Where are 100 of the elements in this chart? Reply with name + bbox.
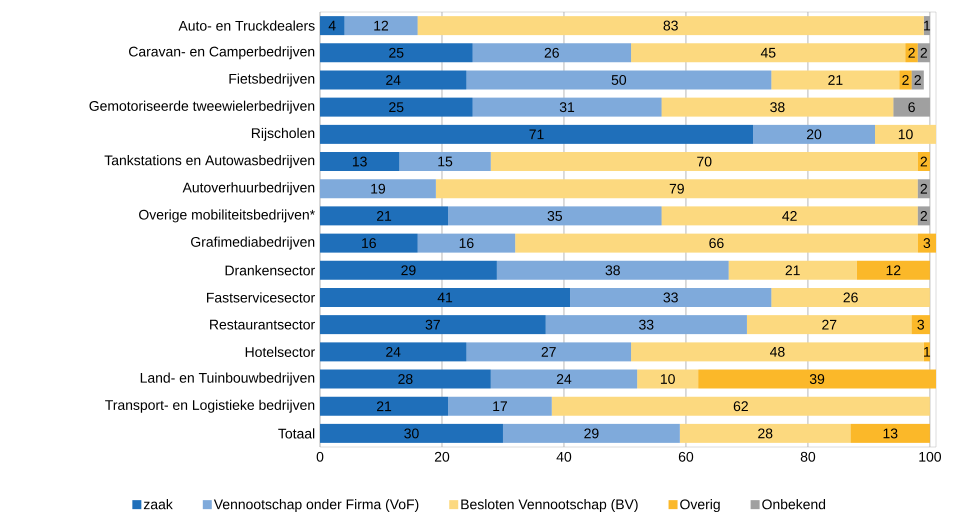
data-label: 27 xyxy=(822,320,836,330)
data-label: 21 xyxy=(828,75,842,85)
bar xyxy=(466,342,632,362)
data-label: 28 xyxy=(758,428,772,438)
data-label: 20 xyxy=(806,129,822,140)
data-label: 25 xyxy=(389,102,404,112)
data-label: 12 xyxy=(374,20,388,30)
data-label: 2 xyxy=(920,156,927,166)
bar xyxy=(320,424,503,443)
data-label: 39 xyxy=(810,374,824,384)
data-label: 4 xyxy=(328,20,336,30)
bar xyxy=(570,288,772,307)
bar xyxy=(515,234,918,253)
legend-label: Besloten Vennootschap (BV) xyxy=(461,499,638,512)
y-tick-label: Tankstations en Autowasbedrijven xyxy=(104,155,314,168)
data-label: 83 xyxy=(664,20,678,31)
data-label: 33 xyxy=(639,320,654,330)
bar xyxy=(466,70,772,90)
bar xyxy=(448,206,662,226)
data-label: 42 xyxy=(782,211,797,221)
legend-label: zaak xyxy=(144,499,173,510)
y-tick-label: Transport- en Logistieke bedrijven xyxy=(105,400,314,413)
data-label: 2 xyxy=(920,48,927,58)
data-label: 45 xyxy=(760,48,776,58)
x-tick-label: 20 xyxy=(434,452,450,462)
y-tick-label: Auto- en Truckdealers xyxy=(178,20,315,31)
y-tick-label: Fietsbedrijven xyxy=(229,73,314,86)
bar xyxy=(771,70,900,90)
y-tick-label: Hotelsector xyxy=(246,346,315,357)
y-tick-label: Land- en Tuinbouwbedrijven xyxy=(140,372,314,386)
bar xyxy=(418,234,516,253)
data-label: 66 xyxy=(709,238,724,248)
bar xyxy=(490,152,918,172)
data-label: 79 xyxy=(670,184,684,194)
bar xyxy=(753,124,876,144)
data-label: 50 xyxy=(612,75,626,85)
bar xyxy=(875,124,936,144)
data-label: 3 xyxy=(917,320,924,330)
data-label: 31 xyxy=(560,102,574,112)
data-label: 13 xyxy=(884,428,898,438)
data-label: 24 xyxy=(386,346,401,357)
data-label: 2 xyxy=(908,48,915,58)
y-tick-label: Drankensector xyxy=(226,265,315,276)
x-tick-label: 40 xyxy=(556,452,572,462)
data-label: 3 xyxy=(924,238,930,248)
bar xyxy=(320,124,754,144)
bar xyxy=(399,152,491,172)
y-tick-label: Caravan- en Camperbedrijven xyxy=(129,46,314,60)
bar xyxy=(856,260,930,280)
data-label: 2 xyxy=(914,75,921,85)
bar xyxy=(320,342,466,362)
data-label: 33 xyxy=(663,292,678,302)
bar xyxy=(680,424,851,443)
bar xyxy=(496,260,729,280)
bar xyxy=(771,288,930,307)
bar xyxy=(320,234,418,253)
data-label: 24 xyxy=(556,374,572,384)
data-label: 16 xyxy=(460,238,474,248)
data-label: 21 xyxy=(376,401,392,412)
x-tick-label: 60 xyxy=(678,452,694,462)
data-label: 10 xyxy=(660,374,675,384)
bar xyxy=(662,206,918,226)
data-label: 1 xyxy=(924,347,930,357)
data-label: 12 xyxy=(886,265,900,276)
bar xyxy=(912,315,930,334)
legend-label: Vennootschap onder Firma (VoF) xyxy=(214,499,418,512)
data-label: 13 xyxy=(352,156,367,166)
x-tick-label: 100 xyxy=(919,452,942,462)
bar xyxy=(918,152,930,172)
bar xyxy=(637,370,698,389)
data-label: 10 xyxy=(898,129,913,140)
bar xyxy=(448,396,552,416)
data-label: 48 xyxy=(770,346,785,357)
legend-label: Overig xyxy=(680,499,720,512)
bar xyxy=(320,288,570,307)
data-label: 21 xyxy=(376,211,392,221)
data-label: 27 xyxy=(542,346,556,357)
bar xyxy=(472,43,632,62)
bar xyxy=(631,43,906,62)
y-tick-label: Gemotoriseerde tweewielerbedrijven xyxy=(89,100,314,114)
y-tick-label: Grafimediabedrijven xyxy=(191,236,314,250)
data-label: 29 xyxy=(584,428,599,438)
bar xyxy=(698,370,936,389)
data-label: 26 xyxy=(544,48,559,58)
data-label: 17 xyxy=(493,401,507,412)
bar xyxy=(728,260,857,280)
data-label: 2 xyxy=(902,75,909,85)
data-label: 38 xyxy=(606,265,620,276)
bar xyxy=(320,98,472,117)
bar xyxy=(912,70,924,90)
data-label: 1 xyxy=(924,20,930,30)
bar xyxy=(662,98,894,117)
data-label: 15 xyxy=(438,156,452,166)
bar xyxy=(320,370,491,389)
legend-label: Onbekend xyxy=(762,499,826,510)
data-label: 62 xyxy=(734,401,748,412)
data-label: 16 xyxy=(362,238,376,248)
y-tick-label: Overige mobiliteitsbedrijven* xyxy=(139,209,315,222)
bar xyxy=(320,152,400,172)
data-label: 2 xyxy=(920,211,927,221)
